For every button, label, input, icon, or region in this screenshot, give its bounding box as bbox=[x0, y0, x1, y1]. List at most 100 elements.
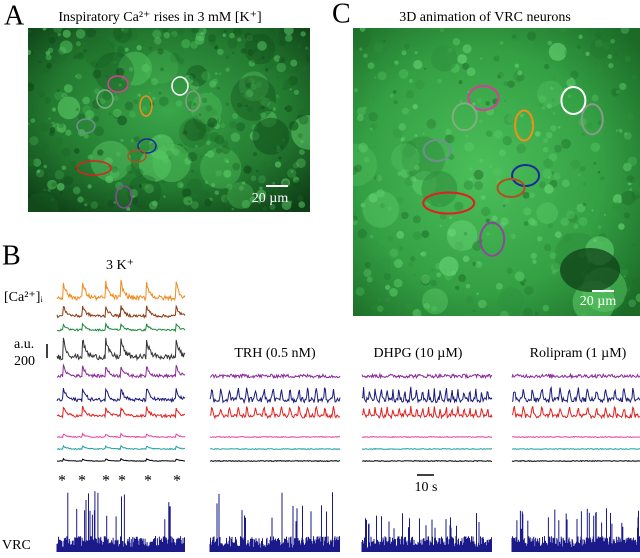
calcium-trace bbox=[56, 337, 186, 362]
texture bbox=[292, 56, 295, 59]
texture bbox=[117, 46, 125, 54]
texture bbox=[181, 188, 192, 198]
texture bbox=[267, 101, 276, 110]
texture bbox=[187, 151, 198, 162]
texture bbox=[193, 115, 199, 120]
texture bbox=[189, 80, 200, 91]
treatment-label: Rolipram (1 µM) bbox=[530, 346, 627, 361]
texture bbox=[252, 152, 258, 157]
texture bbox=[152, 143, 191, 183]
texture bbox=[227, 38, 238, 49]
texture bbox=[61, 147, 72, 157]
texture bbox=[435, 262, 443, 270]
texture bbox=[564, 48, 574, 58]
texture bbox=[524, 285, 534, 296]
texture bbox=[446, 220, 478, 251]
texture bbox=[404, 176, 414, 186]
texture bbox=[207, 34, 217, 43]
texture bbox=[447, 228, 457, 237]
texture bbox=[38, 60, 42, 64]
texture bbox=[292, 162, 300, 169]
texture bbox=[113, 201, 117, 204]
treatment-label: DHPG (10 µM) bbox=[374, 346, 463, 361]
vrc-trace bbox=[511, 508, 640, 552]
texture bbox=[287, 168, 297, 179]
texture bbox=[431, 45, 458, 72]
texture bbox=[161, 179, 166, 184]
texture bbox=[389, 248, 399, 258]
texture bbox=[209, 80, 217, 88]
texture bbox=[371, 95, 375, 98]
texture bbox=[222, 33, 227, 37]
calcium-trace bbox=[209, 447, 341, 451]
texture bbox=[175, 100, 183, 107]
texture bbox=[272, 181, 276, 185]
unit-label: a.u. bbox=[14, 337, 34, 352]
texture bbox=[116, 151, 121, 157]
texture bbox=[578, 34, 583, 39]
texture bbox=[49, 123, 53, 127]
texture bbox=[255, 169, 259, 173]
texture bbox=[194, 35, 205, 45]
texture bbox=[369, 127, 373, 131]
texture bbox=[510, 233, 516, 239]
roi bbox=[560, 86, 587, 115]
texture bbox=[393, 278, 403, 288]
texture bbox=[30, 78, 37, 85]
texture bbox=[28, 49, 32, 56]
texture bbox=[491, 215, 498, 222]
roi bbox=[514, 109, 535, 142]
texture bbox=[298, 149, 305, 155]
texture bbox=[46, 62, 52, 69]
texture bbox=[603, 213, 606, 216]
calcium-trace bbox=[511, 372, 640, 380]
texture bbox=[269, 203, 276, 211]
texture bbox=[624, 309, 629, 315]
texture bbox=[279, 171, 286, 177]
texture bbox=[56, 51, 67, 62]
texture bbox=[420, 275, 431, 286]
texture bbox=[366, 276, 373, 283]
panel-label: B bbox=[2, 240, 21, 271]
texture bbox=[378, 298, 381, 301]
texture bbox=[293, 180, 302, 188]
texture bbox=[532, 259, 537, 264]
texture bbox=[65, 129, 72, 136]
texture bbox=[152, 29, 162, 39]
texture bbox=[570, 159, 580, 169]
texture bbox=[264, 68, 269, 72]
texture bbox=[573, 223, 579, 230]
texture bbox=[385, 284, 391, 290]
burst-marker: * bbox=[102, 473, 110, 490]
texture bbox=[257, 175, 267, 184]
calcium-trace bbox=[209, 460, 340, 463]
texture bbox=[296, 158, 306, 169]
texture bbox=[232, 162, 241, 171]
texture bbox=[57, 32, 62, 37]
texture bbox=[283, 28, 294, 36]
texture bbox=[284, 34, 293, 42]
texture bbox=[421, 230, 430, 238]
texture bbox=[127, 31, 138, 41]
texture bbox=[420, 274, 431, 284]
texture bbox=[225, 102, 230, 107]
texture bbox=[396, 196, 404, 204]
texture bbox=[376, 305, 384, 313]
texture bbox=[511, 34, 517, 39]
texture bbox=[360, 202, 366, 208]
texture bbox=[495, 282, 503, 290]
texture bbox=[493, 129, 503, 139]
texture bbox=[226, 199, 234, 207]
texture bbox=[439, 28, 444, 33]
texture bbox=[179, 117, 211, 149]
texture bbox=[613, 51, 619, 57]
texture bbox=[602, 41, 611, 51]
texture bbox=[382, 39, 386, 43]
texture bbox=[499, 310, 509, 316]
texture bbox=[400, 140, 417, 158]
roi bbox=[422, 191, 476, 215]
texture bbox=[29, 136, 39, 146]
texture bbox=[488, 164, 493, 169]
texture bbox=[300, 139, 304, 144]
texture bbox=[83, 198, 91, 206]
